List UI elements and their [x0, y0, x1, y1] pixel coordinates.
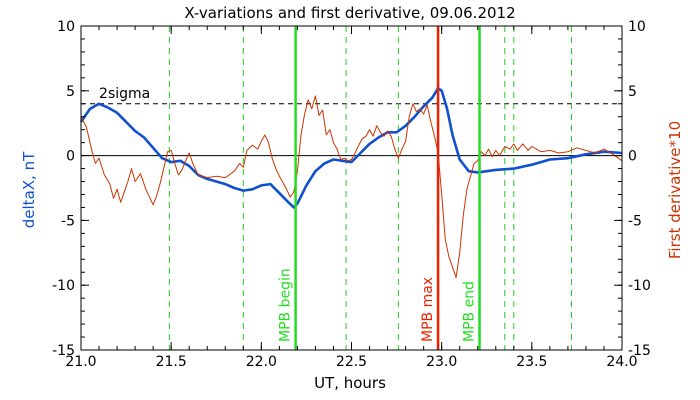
x-tick-label: 21.5: [156, 354, 187, 370]
y-tick-label-left: -10: [52, 278, 75, 294]
y-axis-label-right: First derivative*10: [666, 121, 684, 259]
threshold-label: 2sigma: [99, 86, 150, 102]
y-tick-label-right: 5: [628, 84, 637, 100]
x-tick-label: 22.5: [336, 354, 367, 370]
marker-label: MPB max: [420, 277, 436, 342]
x-tick-label: 23.0: [426, 354, 457, 370]
x-tick-label: 21.0: [65, 354, 96, 370]
x-tick-label: 23.5: [516, 354, 547, 370]
y-tick-label-left: 5: [66, 84, 75, 100]
plot-frame: [80, 25, 623, 351]
y-tick-label-right: -5: [628, 213, 642, 229]
y-tick-label-right: -10: [628, 278, 651, 294]
y-tick-label-left: 0: [66, 149, 75, 165]
y-tick-label-right: 0: [628, 149, 637, 165]
y-axis-label-left: deltaX, nT: [20, 151, 38, 228]
marker-label: MPB begin: [278, 268, 294, 342]
y-tick-label-left: -5: [61, 213, 75, 229]
y-tick-label-right: 10: [628, 19, 646, 35]
chart-title: X-variations and first derivative, 09.06…: [184, 4, 515, 22]
marker-label: MPB end: [462, 281, 478, 342]
y-tick-label-right: -15: [628, 343, 651, 359]
y-tick-label-left: -15: [52, 343, 75, 359]
deltax-series-line: [79, 86, 623, 209]
x-axis-label: UT, hours: [314, 374, 386, 392]
x-tick-label: 22.0: [246, 354, 277, 370]
x-tick-label: 24.0: [606, 354, 637, 370]
y-tick-label-left: 10: [57, 19, 75, 35]
plot-area: 2sigma MPB begin MPB max MPB end 21.0 21.5 22.…: [52, 19, 651, 370]
derivative-series-line: [80, 95, 623, 278]
